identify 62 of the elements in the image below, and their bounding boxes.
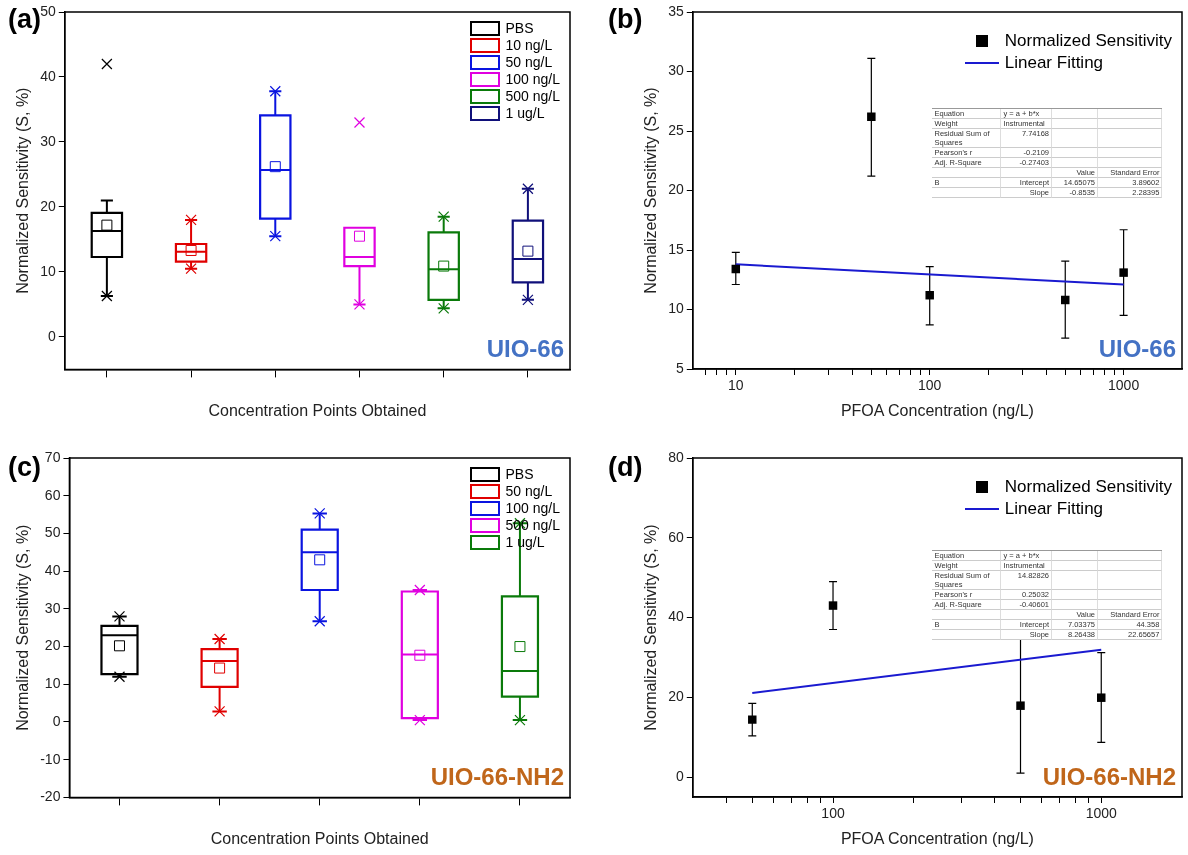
y-tick-label: 0: [47, 327, 56, 344]
legend-label: 100 ng/L: [505, 71, 560, 88]
y-tick-label: 40: [44, 561, 61, 578]
legend-label: Linear Fitting: [1004, 52, 1104, 74]
y-tick-label: 5: [675, 359, 684, 376]
legend-label: 50 ng/L: [505, 54, 553, 71]
annotation: UIO-66-NH2: [1042, 763, 1176, 791]
annotation: UIO-66: [1098, 335, 1176, 363]
chart-title: (d): [608, 452, 643, 483]
chart-title: (c): [8, 452, 41, 483]
y-tick-label: 80: [668, 448, 684, 465]
chart-title: (a): [8, 4, 41, 35]
y-tick-label: -10: [40, 750, 61, 767]
y-axis-title: Normalized Sensitivity (S, %): [642, 524, 660, 731]
y-tick-label: 40: [40, 67, 56, 84]
y-tick-label: -20: [40, 788, 61, 805]
y-tick-label: 70: [44, 448, 61, 465]
x-axis-title: PFOA Concentration (ng/L): [840, 401, 1034, 419]
y-tick-label: 50: [40, 2, 56, 19]
y-tick-label: 60: [44, 486, 61, 503]
y-tick-label: 0: [52, 712, 61, 729]
y-tick-label: 15: [668, 240, 684, 257]
y-tick-label: 20: [668, 688, 684, 705]
y-tick-label: 20: [40, 197, 56, 214]
y-axis-title: Normalized Sensitivity (S, %): [14, 524, 32, 731]
x-axis-title: Concentration Points Obtained: [208, 401, 427, 419]
legend-label: Normalized Sensitivity: [1004, 30, 1172, 52]
legend-label: Normalized Sensitivity: [1004, 476, 1172, 498]
x-axis-title: PFOA Concentration (ng/L): [840, 829, 1034, 847]
y-tick-label: 30: [40, 132, 56, 149]
legend-label: 1 ug/L: [505, 105, 545, 122]
y-tick-label: 35: [668, 2, 684, 19]
y-axis-title: Normalized Sensitivity (S, %): [642, 87, 660, 294]
y-tick-label: 10: [668, 300, 684, 317]
legend-label: 100 ng/L: [505, 500, 560, 517]
y-axis-title: Normalized Sensitivity (S, %): [14, 87, 32, 294]
x-tick-label: 1000: [1108, 377, 1140, 394]
y-tick-label: 10: [44, 675, 61, 692]
legend-label: 10 ng/L: [505, 37, 553, 54]
y-tick-label: 20: [44, 637, 61, 654]
x-axis-title: Concentration Points Obtained: [210, 829, 429, 847]
y-tick-label: 10: [40, 262, 56, 279]
legend-label: PBS: [505, 466, 534, 483]
y-tick-label: 30: [668, 62, 684, 79]
annotation: UIO-66: [486, 335, 564, 364]
y-tick-label: 40: [668, 608, 684, 625]
x-tick-label: 100: [821, 805, 845, 822]
y-tick-label: 60: [668, 528, 684, 545]
x-tick-label: 1000: [1085, 805, 1118, 822]
x-tick-label: 10: [728, 377, 744, 394]
y-tick-label: 50: [44, 524, 61, 541]
annotation: UIO-66-NH2: [430, 763, 564, 792]
y-tick-label: 30: [44, 599, 61, 616]
y-tick-label: 0: [675, 767, 684, 784]
legend-label: 500 ng/L: [505, 88, 560, 105]
legend-label: Linear Fitting: [1004, 498, 1104, 520]
legend-label: 50 ng/L: [505, 483, 553, 500]
y-tick-label: 20: [668, 181, 684, 198]
chart-title: (b): [608, 4, 643, 35]
x-tick-label: 100: [918, 377, 942, 394]
y-tick-label: 25: [668, 121, 684, 138]
legend-label: PBS: [505, 20, 534, 37]
